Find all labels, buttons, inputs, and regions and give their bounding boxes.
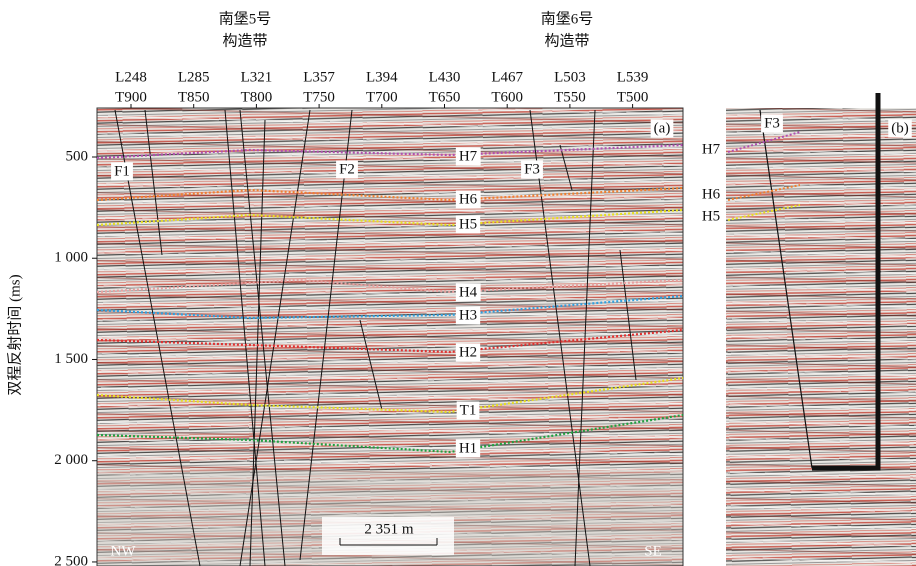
y-tick-label: 1 500 <box>54 351 88 367</box>
inline-label: L248 <box>115 69 147 85</box>
fault-label-group: F3 <box>521 160 543 178</box>
panel-tag: (a) <box>654 120 671 136</box>
horizon-label: H3 <box>459 307 477 323</box>
horizon-label: H2 <box>459 344 477 360</box>
trace-label: T550 <box>554 89 586 105</box>
horizon-label-group: H3 <box>456 306 480 324</box>
horizon-label: H6 <box>459 191 478 207</box>
panel-a-image <box>97 108 683 566</box>
inline-label: L539 <box>617 69 649 85</box>
panel-tag-group: (b) <box>888 119 912 137</box>
trace-label: T900 <box>115 89 147 105</box>
horizon-label: H4 <box>459 284 478 300</box>
trace-label: T800 <box>241 89 273 105</box>
direction: NW <box>111 543 137 559</box>
fault-label-group: F2 <box>336 160 358 178</box>
fault-label-group: F1 <box>111 162 133 180</box>
fault-label: F3 <box>524 161 540 177</box>
inline-label: L394 <box>366 69 398 85</box>
horizon-label: H7 <box>702 141 721 157</box>
fault-label: F1 <box>114 163 130 179</box>
y-axis-label: 双程反射时间 (ms) <box>6 274 23 395</box>
fault-label: F2 <box>339 161 355 177</box>
trace-label: T700 <box>366 89 398 105</box>
horizon-label-group: H6 <box>456 190 481 208</box>
zone-sub: 构造带 <box>222 32 267 49</box>
inline-label: L467 <box>491 69 523 85</box>
panel-tag-group: (a) <box>651 119 674 137</box>
horizon-label-group: T1 <box>457 401 480 419</box>
trace-label: T600 <box>491 89 523 105</box>
scale-label: 2 351 m <box>364 521 414 537</box>
panel-tag: (b) <box>891 120 909 136</box>
horizon-label-group: H2 <box>456 343 480 361</box>
trace-label: T750 <box>303 89 335 105</box>
horizon-label: H6 <box>702 186 721 202</box>
trace-label: T500 <box>617 89 649 105</box>
horizon-label: H7 <box>459 148 478 164</box>
horizon-label-group: H7 <box>456 147 481 165</box>
y-tick-label: 2 500 <box>54 553 88 566</box>
figure: 双程反射时间 (ms) 2 351 m NW SE 南堡5号构造带 南堡6号构造带… <box>0 0 916 566</box>
horizon-label: T1 <box>460 402 477 418</box>
trace-label: T850 <box>178 89 210 105</box>
y-tick-label: 2 000 <box>54 452 88 468</box>
zone-sub: 构造带 <box>544 32 589 49</box>
horizon-label-group: H1 <box>456 439 480 457</box>
inline-label: L321 <box>241 69 273 85</box>
horizon-label: H5 <box>702 208 720 224</box>
horizon-label: H5 <box>459 216 477 232</box>
y-tick-label: 1 000 <box>54 250 88 266</box>
direction: SE <box>644 543 662 559</box>
inline-label: L285 <box>178 69 210 85</box>
horizon-label-group: H4 <box>456 283 481 301</box>
panel-b-image <box>726 93 916 566</box>
zone-name: 南堡6号 <box>541 10 594 27</box>
trace-label: T650 <box>429 89 461 105</box>
inline-label: L430 <box>429 69 461 85</box>
horizon-label: H1 <box>459 440 477 456</box>
fault-label-group: F3 <box>761 114 783 132</box>
fault-label: F3 <box>764 115 780 131</box>
horizon-label-group: H5 <box>456 215 480 233</box>
inline-label: L503 <box>554 69 586 85</box>
inline-label: L357 <box>303 69 335 85</box>
zone-name: 南堡5号 <box>219 10 272 27</box>
y-tick-label: 500 <box>66 148 89 164</box>
